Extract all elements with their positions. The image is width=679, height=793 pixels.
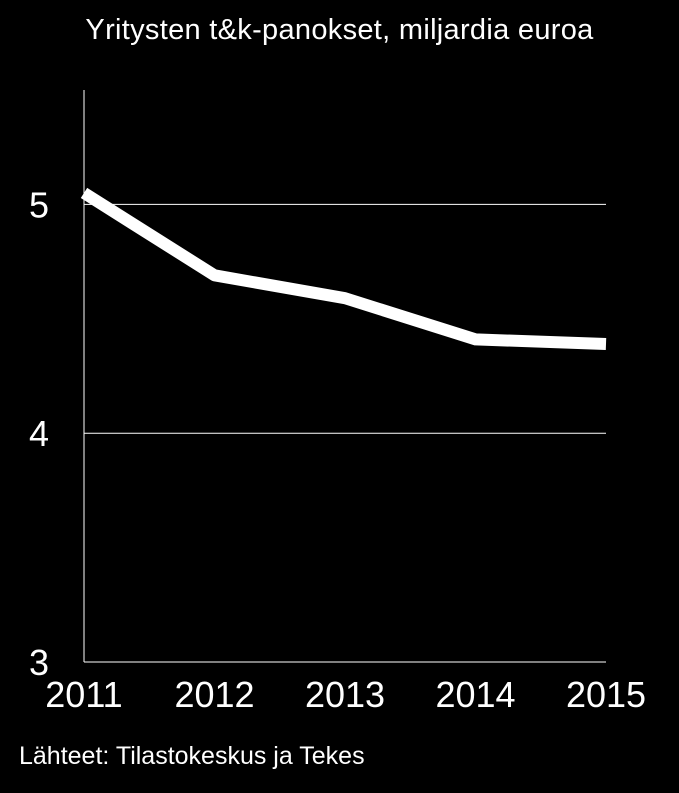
gridlines bbox=[84, 203, 606, 434]
x-tick-label: 2015 bbox=[566, 674, 646, 715]
series-line bbox=[80, 187, 607, 350]
chart-title: Yritysten t&k-panokset, miljardia euroa bbox=[85, 14, 594, 46]
y-tick-labels: 3 4 5 bbox=[29, 184, 49, 683]
series-layer bbox=[80, 187, 607, 350]
y-tick-label: 4 bbox=[29, 413, 49, 454]
axes bbox=[83, 90, 606, 663]
x-tick-label: 2014 bbox=[435, 674, 515, 715]
y-tick-label: 5 bbox=[29, 184, 49, 225]
x-tick-label: 2011 bbox=[45, 674, 122, 715]
y-tick-label: 3 bbox=[29, 642, 49, 683]
x-tick-labels: 2011 2012 2013 2014 2015 bbox=[45, 674, 646, 715]
x-tick-label: 2013 bbox=[305, 674, 385, 715]
x-tick-label: 2012 bbox=[174, 674, 254, 715]
source-note: Lähteet: Tilastokeskus ja Tekes bbox=[19, 742, 365, 770]
